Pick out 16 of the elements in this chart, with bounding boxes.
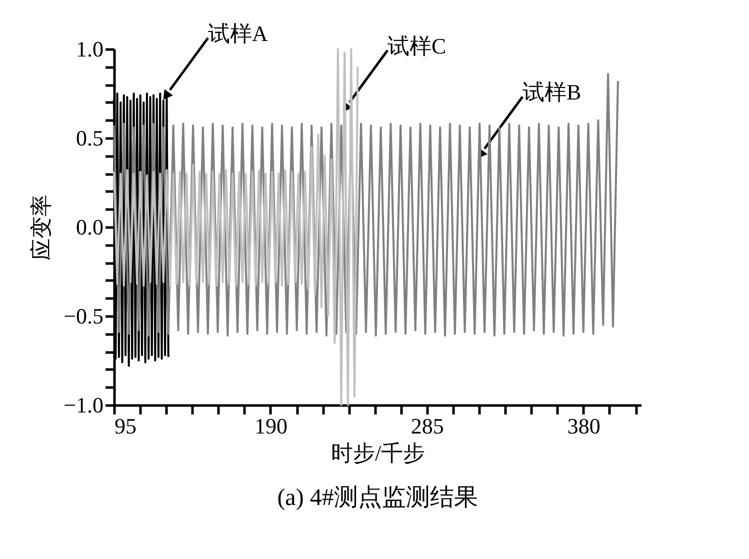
y-axis-title: 应变率 bbox=[28, 194, 54, 260]
x-tick-label: 95 bbox=[114, 414, 136, 438]
y-tick-label: 1.0 bbox=[76, 36, 104, 62]
y-tick-label: −0.5 bbox=[64, 304, 104, 328]
annotation: 试样A bbox=[208, 20, 268, 46]
y-tick-label: 0.0 bbox=[76, 214, 104, 240]
line-series bbox=[113, 72, 619, 337]
annotation: 试样B bbox=[522, 80, 582, 105]
x-tick-label: 285 bbox=[410, 414, 444, 438]
x-axis-title: 时步/千步 bbox=[330, 440, 426, 466]
x-tick-label: 380 bbox=[567, 414, 600, 438]
y-tick-label: −1.0 bbox=[64, 392, 104, 418]
text: (a) 4#测点监测结果 bbox=[277, 485, 478, 511]
x-tick-label: 190 bbox=[254, 414, 288, 438]
y-tick-label: 0.5 bbox=[76, 126, 104, 150]
annotation: 试样C bbox=[388, 33, 446, 58]
